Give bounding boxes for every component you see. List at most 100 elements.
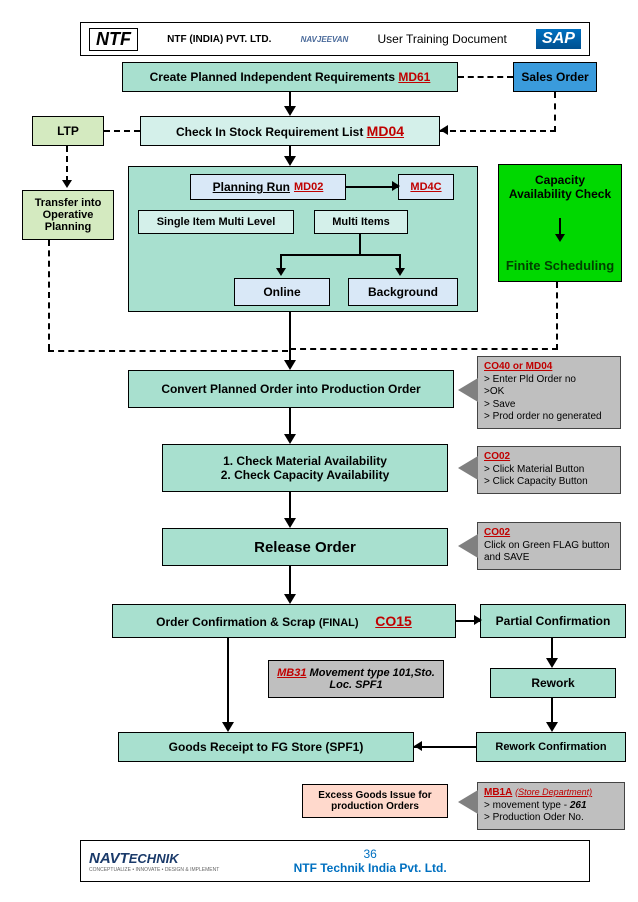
ntf-logo-text: NTF bbox=[89, 28, 138, 51]
node-create-pir: Create Planned Independent Requirements … bbox=[122, 62, 458, 92]
release-label: Release Order bbox=[254, 539, 356, 556]
d-ltp bbox=[66, 146, 68, 182]
mb1a-l2: > Production Oder No. bbox=[484, 812, 618, 825]
ad-ltp bbox=[62, 180, 72, 188]
node-order-conf: Order Confirmation & Scrap (FINAL) CO15 bbox=[112, 604, 456, 638]
stem-rw1 bbox=[551, 638, 553, 660]
ad-rw1 bbox=[546, 658, 558, 668]
md4c-code: MD4C bbox=[410, 181, 441, 193]
note-co02a: CO02 > Click Material Button > Click Cap… bbox=[477, 446, 621, 494]
stem7 bbox=[227, 638, 229, 724]
d-so bbox=[554, 92, 556, 132]
capacity-sub: Finite Scheduling bbox=[506, 258, 614, 273]
ad7 bbox=[222, 722, 234, 732]
co40-l1: > Enter Pld Order no bbox=[484, 374, 614, 387]
background-label: Background bbox=[368, 285, 438, 299]
co02a-l2: > Click Capacity Button bbox=[484, 476, 614, 489]
node-ltp: LTP bbox=[32, 116, 104, 146]
d-right bbox=[556, 282, 558, 350]
order-conf-label: Order Confirmation & Scrap (FINAL) CO15 bbox=[156, 613, 412, 629]
multi-items-label: Multi Items bbox=[332, 216, 389, 228]
note-co40-title: CO40 or MD04 bbox=[484, 361, 552, 372]
rework-conf-label: Rework Confirmation bbox=[495, 741, 606, 753]
navjeevan-logo: NAVJEEVAN bbox=[301, 35, 349, 44]
capacity-arrow bbox=[555, 218, 565, 242]
partial-label: Partial Confirmation bbox=[496, 614, 611, 628]
ad5 bbox=[284, 518, 296, 528]
sales-order-label: Sales Order bbox=[521, 70, 588, 84]
check-stock-label: Check In Stock Requirement List MD04 bbox=[176, 123, 404, 139]
node-check-mat: 1. Check Material Availability 2. Check … bbox=[162, 444, 448, 492]
stem4 bbox=[289, 408, 291, 436]
node-release: Release Order bbox=[162, 528, 448, 566]
d-left bbox=[48, 240, 50, 350]
note-co02a-title: CO02 bbox=[484, 451, 510, 462]
d-left-h bbox=[48, 350, 288, 352]
company-name: NTF (INDIA) PVT. LTD. bbox=[167, 34, 271, 45]
co40-l3: > Save bbox=[484, 399, 614, 412]
note-co02b-title: CO02 bbox=[484, 527, 510, 538]
single-item-label: Single Item Multi Level bbox=[157, 216, 276, 228]
d-top bbox=[458, 76, 513, 78]
ad6 bbox=[284, 594, 296, 604]
arrow-co02b bbox=[458, 534, 478, 558]
d-ltp-h bbox=[104, 130, 140, 132]
node-capacity: Capacity Availability Check Finite Sched… bbox=[498, 164, 622, 282]
node-convert: Convert Planned Order into Production Or… bbox=[128, 370, 454, 408]
node-partial: Partial Confirmation bbox=[480, 604, 626, 638]
ltp-label: LTP bbox=[57, 124, 79, 138]
convert-label: Convert Planned Order into Production Or… bbox=[161, 382, 420, 396]
node-rework-conf: Rework Confirmation bbox=[476, 732, 626, 762]
stem-rw2 bbox=[551, 698, 553, 724]
ar-so bbox=[440, 125, 448, 135]
stem5 bbox=[289, 492, 291, 520]
co02b-l1: Click on Green FLAG button and SAVE bbox=[484, 540, 614, 565]
footer-center: 36 NTF Technik India Pvt. Ltd. bbox=[219, 847, 521, 875]
h-md4c bbox=[346, 186, 398, 188]
ar-partial bbox=[474, 615, 482, 625]
co02a-l1: > Click Material Button bbox=[484, 464, 614, 477]
header-bar: NTF NTF (INDIA) PVT. LTD. NAVJEEVAN User… bbox=[80, 22, 590, 56]
ar-rwconf bbox=[414, 741, 422, 751]
online-label: Online bbox=[263, 285, 300, 299]
mb1a-l1: > movement type - 261 bbox=[484, 800, 618, 813]
doc-title: User Training Document bbox=[377, 32, 506, 46]
mb31-text: MB31 Movement type 101,Sto. Loc. SPF1 bbox=[275, 667, 437, 691]
node-md4c: MD4C bbox=[398, 174, 454, 200]
transfer-label: Transfer into Operative Planning bbox=[29, 197, 107, 233]
stem3 bbox=[289, 312, 291, 362]
node-single-item: Single Item Multi Level bbox=[138, 210, 294, 234]
goods-label: Goods Receipt to FG Store (SPF1) bbox=[169, 740, 364, 754]
node-background: Background bbox=[348, 278, 458, 306]
arrow-co40 bbox=[458, 378, 478, 402]
mb1a-head: MB1A (Store Department) bbox=[484, 787, 618, 800]
navtechnik-logo: NAVTECHNIK CONCEPTUALIZE • INNOVATE • DE… bbox=[89, 850, 219, 873]
ad-bg bbox=[395, 268, 405, 276]
co40-l2: >OK bbox=[484, 386, 614, 399]
planning-run-code: MD02 bbox=[294, 181, 323, 193]
ad4 bbox=[284, 434, 296, 444]
d-right-h bbox=[290, 348, 558, 350]
h-rwconf bbox=[414, 746, 476, 748]
note-mb31: MB31 Movement type 101,Sto. Loc. SPF1 bbox=[268, 660, 444, 698]
ad2 bbox=[284, 156, 296, 166]
check-mat-l2: 2. Check Capacity Availability bbox=[221, 468, 390, 482]
excess-text: Excess Goods Issue for production Orders bbox=[309, 790, 441, 812]
ad-on bbox=[276, 268, 286, 276]
node-online: Online bbox=[234, 278, 330, 306]
ad3 bbox=[284, 360, 296, 370]
h-split bbox=[280, 254, 400, 256]
note-co40: CO40 or MD04 > Enter Pld Order no >OK > … bbox=[477, 356, 621, 429]
note-excess: Excess Goods Issue for production Orders bbox=[302, 784, 448, 818]
node-transfer: Transfer into Operative Planning bbox=[22, 190, 114, 240]
note-mb1a: MB1A (Store Department) > movement type … bbox=[477, 782, 625, 830]
planning-run-label: Planning Run bbox=[213, 180, 290, 194]
node-rework: Rework bbox=[490, 668, 616, 698]
ar-md4c bbox=[392, 181, 400, 191]
d-so-h bbox=[440, 130, 556, 132]
create-pir-label: Create Planned Independent Requirements … bbox=[150, 70, 431, 84]
stem6 bbox=[289, 566, 291, 596]
node-check-stock: Check In Stock Requirement List MD04 bbox=[140, 116, 440, 146]
check-mat-l1: 1. Check Material Availability bbox=[223, 454, 387, 468]
node-multi-items: Multi Items bbox=[314, 210, 408, 234]
